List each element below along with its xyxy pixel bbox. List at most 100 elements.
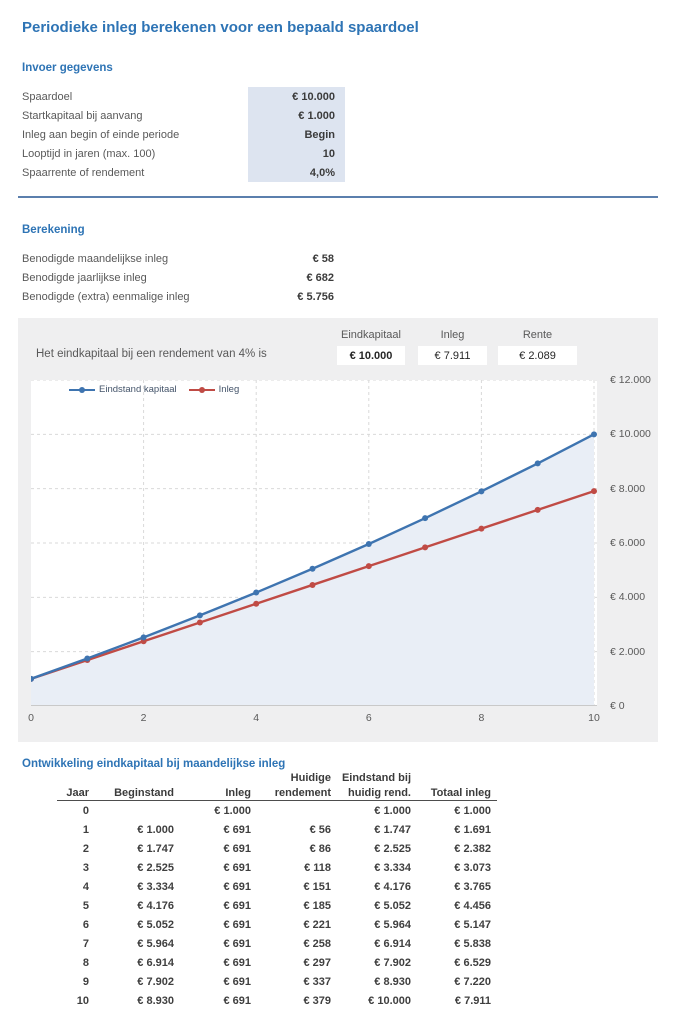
table-cell: € 56	[309, 823, 331, 836]
table-cell: € 1.747	[374, 823, 411, 836]
table-cell: € 8.930	[374, 975, 411, 988]
table-cell: 8	[82, 956, 89, 969]
table-cell: € 151	[303, 880, 331, 893]
table-cell: € 118	[304, 861, 331, 874]
table-header-row-2: Jaar Beginstand Inleg rendement huidig rend.…	[57, 785, 497, 801]
input-section-heading: Invoer gegevens	[22, 62, 113, 74]
summary-stat-label: Rente	[522, 329, 553, 341]
table-header-cell: Jaar	[66, 786, 89, 799]
table-cell: € 10.000	[368, 994, 411, 1007]
calc-row: Benodigde maandelijkse inleg € 58	[22, 249, 676, 268]
table-cell: € 86	[309, 842, 331, 855]
summary-stat-label: Eindkapitaal	[341, 329, 401, 341]
y-axis-tick-label: € 6.000	[610, 537, 646, 549]
table-header-cell: Inleg	[225, 786, 251, 799]
table-cell: € 5.964	[374, 918, 411, 931]
legend-label: Inleg	[218, 384, 240, 395]
calc-label: Benodigde (extra) eenmalige inleg	[22, 290, 190, 303]
table-row: 7 € 5.964 € 691 € 258 € 6.914 € 5.838	[57, 934, 497, 953]
table-cell: € 691	[223, 956, 251, 969]
table-cell: 10	[76, 994, 89, 1007]
table-header-row-1: Huidige Eindstand bij	[57, 770, 497, 785]
table-cell: € 3.334	[374, 861, 411, 874]
table-cell: € 185	[303, 899, 331, 912]
table-cell: 3	[82, 861, 89, 874]
table-cell: 5	[82, 899, 89, 912]
calc-section-heading: Berekening	[22, 224, 85, 236]
summary-stat: Eindkapitaal € 10.000	[337, 329, 405, 365]
table-cell: € 7.220	[454, 975, 491, 988]
table-cell: 1	[82, 823, 89, 836]
table-cell: € 691	[223, 899, 251, 912]
chart-summary-label: Het eindkapitaal bij een rendement van 4…	[36, 348, 267, 360]
table-cell: € 691	[223, 994, 251, 1007]
table-cell: € 6.914	[137, 956, 174, 969]
input-value-cell[interactable]: € 1.000	[248, 106, 345, 125]
input-label: Startkapitaal bij aanvang	[22, 109, 143, 122]
table-row: 1 € 1.000 € 691 € 56 € 1.747 € 1.691	[57, 820, 497, 839]
table-cell: € 6.529	[454, 956, 491, 969]
table-header: Huidige Eindstand bij Jaar Beginstand Inleg r…	[57, 770, 497, 801]
calc-label: Benodigde jaarlijkse inleg	[22, 271, 147, 284]
table-cell: € 5.052	[374, 899, 411, 912]
development-table: Huidige Eindstand bij Jaar Beginstand Inleg r…	[57, 770, 497, 1010]
input-value-cell[interactable]: 4,0%	[248, 163, 345, 182]
table-row: 8 € 6.914 € 691 € 297 € 7.902 € 6.529	[57, 953, 497, 972]
table-cell: 4	[82, 880, 89, 893]
legend-marker-icon	[188, 386, 215, 393]
input-label: Looptijd in jaren (max. 100)	[22, 147, 156, 160]
table-cell: € 691	[223, 880, 251, 893]
input-label: Spaardoel	[22, 90, 73, 103]
input-label: Spaarrente of rendement	[22, 166, 145, 179]
table-cell: € 2.525	[137, 861, 174, 874]
y-axis-tick-label: € 4.000	[610, 591, 646, 604]
calc-row: Benodigde (extra) eenmalige inleg € 5.756	[22, 287, 676, 306]
table-cell	[95, 801, 180, 820]
table-header-cell: Huidige	[290, 771, 331, 784]
chart-panel: Het eindkapitaal bij een rendement van 4…	[18, 318, 658, 742]
table-cell: € 8.930	[137, 994, 174, 1007]
summary-stat-label: Inleg	[440, 329, 465, 341]
table-cell: 0	[82, 804, 89, 817]
x-axis-tick-label: 8	[478, 712, 485, 724]
table-cell: € 5.147	[454, 918, 491, 931]
table-cell: € 3.765	[454, 880, 491, 893]
table-cell: € 7.902	[374, 956, 411, 969]
input-value-cell[interactable]: € 10.000	[248, 87, 345, 106]
table-cell: € 691	[223, 823, 251, 836]
table-row: 0 € 1.000 € 1.000 € 1.000	[57, 801, 497, 820]
x-axis-tick-label: 2	[140, 712, 147, 724]
table-row: 5 € 4.176 € 691 € 185 € 5.052 € 4.456	[57, 896, 497, 915]
legend-marker-icon	[69, 386, 95, 393]
y-axis-tick-label: € 0	[610, 700, 625, 712]
chart-legend: Eindstand kapitaal Inleg	[69, 384, 239, 395]
table-cell: 6	[82, 918, 89, 931]
table-cell: € 691	[223, 918, 251, 931]
summary-stat-value: € 7.911	[418, 346, 487, 365]
table-cell: € 379	[303, 994, 331, 1007]
calc-row: Benodigde jaarlijkse inleg € 682	[22, 268, 676, 287]
table-header-cell: Totaal inleg	[430, 786, 491, 799]
table-header-cell	[180, 770, 257, 785]
table-header-cell	[95, 770, 180, 785]
input-row: Spaarrente of rendement 4,0%	[22, 163, 676, 182]
table-cell: 7	[82, 937, 89, 950]
table-header-cell	[57, 770, 95, 785]
table-cell: € 4.176	[374, 880, 411, 893]
section-divider	[18, 196, 658, 198]
table-cell: € 5.052	[137, 918, 174, 931]
input-value-cell[interactable]: Begin	[248, 125, 345, 144]
page-title: Periodieke inleg berekenen voor een bepa…	[22, 19, 419, 36]
x-axis-tick-label: 6	[365, 712, 372, 724]
table-cell: € 1.000	[374, 804, 411, 817]
y-axis-tick-label: € 2.000	[610, 645, 646, 658]
input-value-cell[interactable]: 10	[248, 144, 345, 163]
summary-stat-value: € 2.089	[498, 346, 577, 365]
chart-plot-area: Eindstand kapitaal Inleg	[28, 379, 597, 706]
input-row: Inleg aan begin of einde periode Begin	[22, 125, 676, 144]
table-cell: € 691	[223, 842, 251, 855]
table-header-cell: rendement	[274, 786, 331, 799]
input-row: Startkapitaal bij aanvang € 1.000	[22, 106, 676, 125]
table-cell: € 4.176	[137, 899, 174, 912]
input-rows: Spaardoel € 10.000 Startkapitaal bij aanva…	[22, 87, 676, 182]
